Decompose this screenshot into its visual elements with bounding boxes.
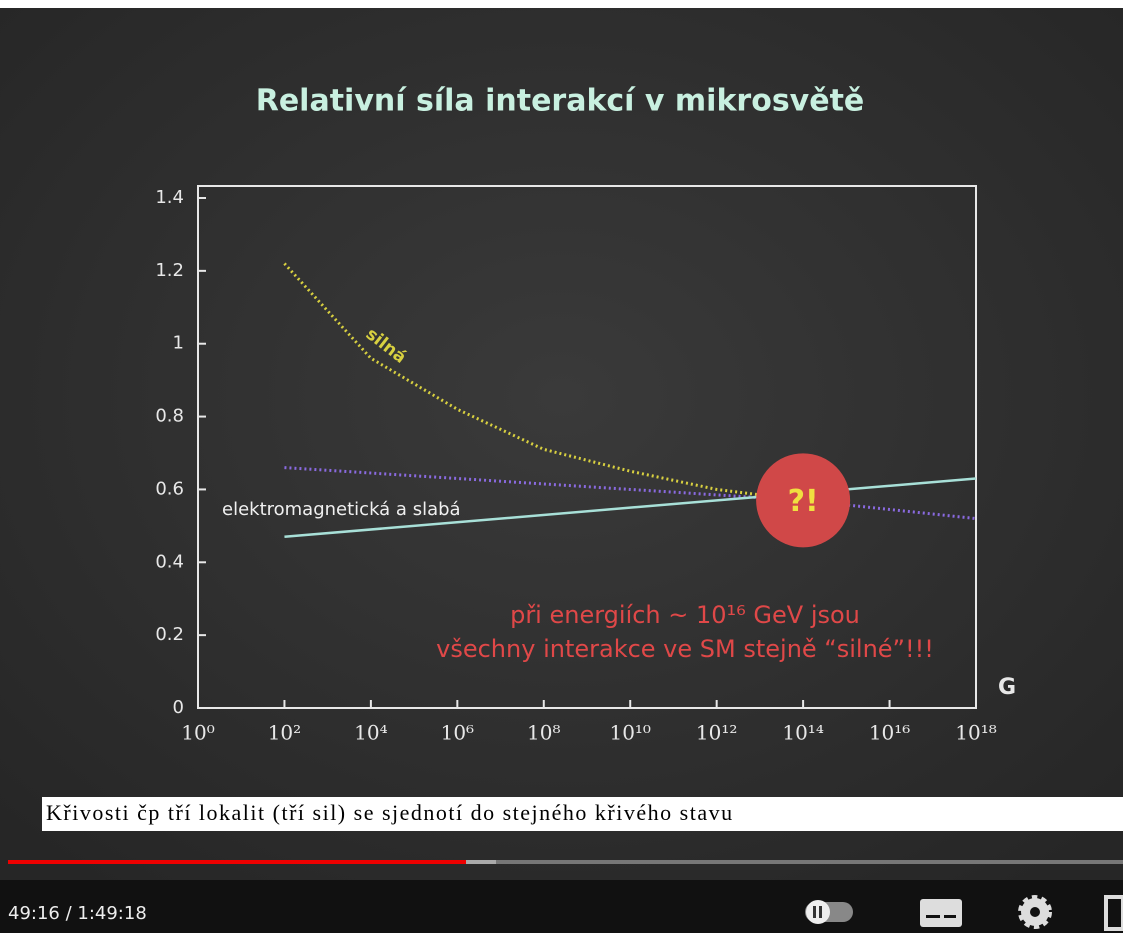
x-tick-label: 10⁴ (354, 721, 387, 745)
series-label: elektromagnetická a slabá (222, 499, 461, 520)
progress-track[interactable] (8, 860, 1123, 864)
y-tick-label: 0.8 (155, 406, 184, 427)
x-tick-label: 10¹² (696, 721, 737, 745)
chart-title: Relativní síla interakcí v mikrosvětě (256, 84, 865, 119)
x-tick-label: 10¹⁶ (869, 721, 910, 745)
marker-circle (756, 453, 851, 548)
annotation: při energiích ~ 10¹⁶ GeV jsou (510, 601, 860, 629)
miniplayer-button[interactable] (1104, 895, 1123, 931)
y-tick-label: 0 (173, 697, 184, 718)
time-display: 49:16 / 1:49:18 (8, 903, 147, 924)
autoplay-toggle[interactable] (805, 900, 853, 924)
settings-button[interactable] (1018, 895, 1052, 929)
x-tick-label: 10¹⁴ (782, 721, 823, 745)
caption: Křivosti čp tří lokalit (tří sil) se sje… (46, 800, 734, 825)
series-line (283, 262, 804, 502)
x-tick-label: 10² (268, 721, 301, 745)
y-tick-label: 1 (173, 333, 184, 354)
x-tick-label: 10⁶ (441, 721, 474, 745)
marker-label: ?! (788, 484, 819, 519)
series-line (284, 466, 977, 521)
x-tick-label: 10¹⁰ (609, 721, 650, 745)
plot-frame (197, 185, 977, 709)
progress-played (8, 860, 466, 864)
y-tick-label: 0.2 (155, 624, 184, 645)
y-tick-label: 0.6 (155, 478, 184, 499)
y-tick-label: 1.4 (155, 187, 184, 208)
x-tick-label: 10⁰ (181, 721, 214, 745)
x-tick-label: 10⁸ (527, 721, 560, 745)
top-strip (0, 0, 1123, 8)
y-tick-label: 1.2 (155, 260, 184, 281)
subtitles-button[interactable] (920, 899, 962, 927)
x-tick-label: 10¹⁸ (955, 721, 996, 745)
series-line (284, 477, 977, 539)
annotation: všechny interakce ve SM stejně “silné”!!… (436, 635, 934, 663)
slide (0, 0, 1123, 880)
y-tick-label: 0.4 (155, 551, 184, 572)
caption-box (42, 797, 1123, 831)
x-axis-label: G (998, 675, 1016, 700)
plot: 0 0.2 0.4 0.6 0.8 1 1.2 1.4 10⁰ 10² 10⁴ 10⁶ 10⁸ 10¹⁰ 1… (155, 185, 1016, 745)
